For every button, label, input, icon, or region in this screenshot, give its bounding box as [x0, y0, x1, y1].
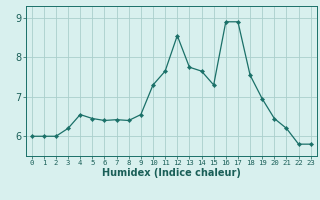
X-axis label: Humidex (Indice chaleur): Humidex (Indice chaleur)	[102, 168, 241, 178]
